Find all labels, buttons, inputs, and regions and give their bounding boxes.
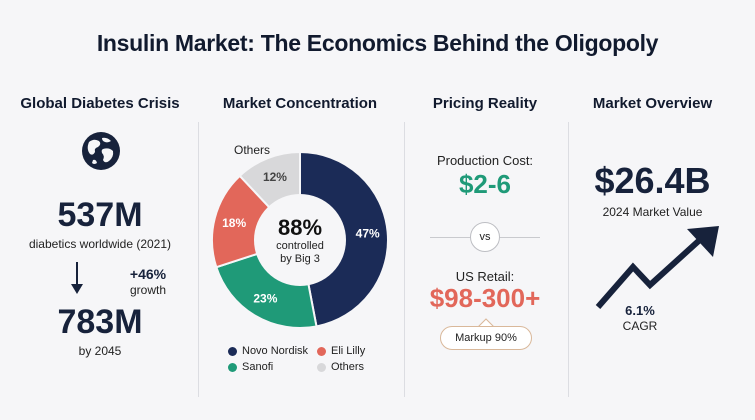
markup-badge: Markup 90% [440,326,532,350]
page-title: Insulin Market: The Economics Behind the… [96,30,659,56]
others-callout: Others [234,143,271,157]
market-value-label: 2024 Market Value [602,205,703,219]
vs-badge: vs [470,222,500,252]
us-retail-label: US Retail: [455,269,515,284]
legend-label: Sanofi [242,361,274,373]
legend-swatch [317,346,326,356]
market-value: $26.4B [594,160,711,201]
donut-center-value: 88% [277,215,323,240]
legend-item-novo-nordisk: Novo Nordisk [228,345,308,357]
donut-slice-label: 47% [356,227,380,241]
legend-item-sanofi: Sanofi [228,361,273,373]
globe-icon [82,132,120,170]
donut-hole [254,194,346,286]
donut-slice-label: 18% [222,216,246,230]
donut-center-label: controlled [276,240,324,252]
heading-pricing: Pricing Reality [432,95,538,112]
markup-pointer [478,318,494,327]
donut-slice-label: 12% [263,170,287,184]
divider [198,122,199,397]
growth-label: growth [129,283,167,297]
legend-item-eli-lilly: Eli Lilly [317,345,365,357]
growth-trend-arrow-icon [595,226,719,309]
cagr-label: CAGR [622,319,658,333]
diabetics-future-label: by 2045 [78,344,122,358]
legend-item-others: Others [317,361,364,373]
legend-swatch [317,362,326,372]
donut-slice-label: 23% [253,292,277,306]
legend-label: Novo Nordisk [242,345,309,357]
legend-label: Others [331,361,365,373]
production-cost-value: $2-6 [458,169,512,199]
heading-overview: Market Overview [592,95,713,112]
diabetics-current-label: diabetics worldwide (2021) [28,237,172,251]
us-retail-value: $98-300+ [429,283,541,313]
growth-value: +46% [129,266,167,282]
production-cost-label: Production Cost: [436,153,534,168]
heading-concentration: Market Concentration [222,95,378,112]
divider [568,122,569,397]
cagr-value: 6.1% [625,303,655,318]
legend-label: Eli Lilly [331,345,366,357]
legend-swatch [228,362,237,372]
arrow-down-icon [71,262,83,294]
divider [404,122,405,397]
market-share-donut: 47% 23% 18% 12% [211,150,389,329]
legend-swatch [228,346,237,356]
heading-diabetes: Global Diabetes Crisis [20,95,180,112]
diabetics-current-value: 537M [57,196,143,234]
donut-center-label: by Big 3 [280,253,320,265]
diabetics-future-value: 783M [57,303,143,341]
